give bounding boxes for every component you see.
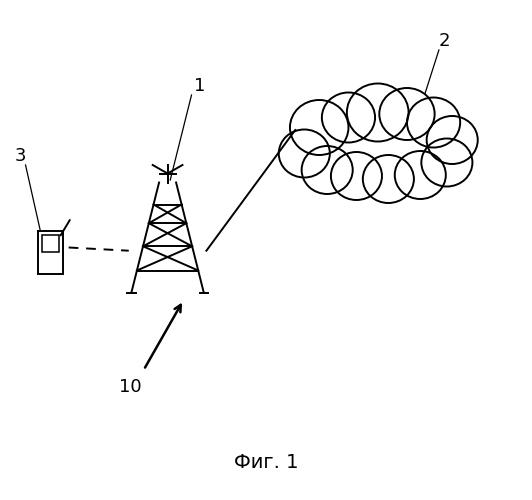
Circle shape — [421, 138, 472, 186]
Text: 3: 3 — [14, 147, 26, 165]
Circle shape — [379, 88, 435, 140]
Bar — [38, 231, 63, 274]
Circle shape — [407, 98, 460, 148]
Circle shape — [279, 130, 330, 178]
Circle shape — [290, 100, 348, 155]
Text: Фиг. 1: Фиг. 1 — [234, 454, 298, 472]
Circle shape — [331, 152, 382, 200]
Circle shape — [347, 84, 409, 141]
Circle shape — [363, 155, 414, 203]
Circle shape — [322, 92, 375, 142]
Circle shape — [302, 146, 353, 194]
Text: 10: 10 — [119, 378, 142, 396]
Bar — [42, 236, 59, 252]
Circle shape — [395, 151, 446, 199]
Text: 2: 2 — [438, 32, 450, 50]
Circle shape — [427, 116, 478, 164]
Text: 1: 1 — [194, 77, 205, 95]
